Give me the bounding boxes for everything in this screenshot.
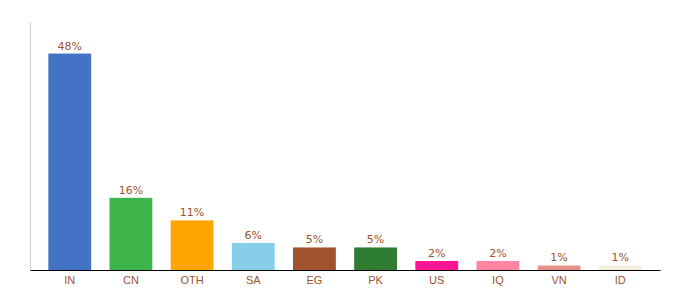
x-tick: IQ	[492, 274, 504, 286]
bar	[293, 247, 336, 270]
data-label: 6%	[245, 229, 262, 242]
x-tick-label: PK	[368, 274, 383, 286]
x-tick-label: IN	[64, 274, 75, 286]
x-tick-label: SA	[246, 274, 261, 286]
bars	[48, 54, 641, 270]
plot: IN CN OTH SA EG PK US IQ VN ID 48% 16% 11% 6% 5% 5% 2% 2%…	[31, 23, 661, 286]
x-axis-line	[31, 270, 661, 271]
data-label: 5%	[306, 233, 323, 246]
data-label: 2%	[428, 247, 445, 260]
data-label: 2%	[489, 247, 506, 260]
x-tick: VN	[551, 274, 566, 286]
bar	[171, 220, 214, 270]
x-tick-label: ID	[615, 274, 626, 286]
data-label: 16%	[119, 184, 143, 197]
x-tick-label: US	[429, 274, 444, 286]
data-label: 11%	[180, 206, 204, 219]
x-tick: PK	[368, 274, 383, 286]
data-label: 1%	[550, 251, 567, 264]
x-tick: OTH	[180, 274, 203, 286]
data-labels: 48% 16% 11% 6% 5% 5% 2% 2% 1% 1%	[58, 40, 629, 265]
x-tick-label: IQ	[492, 274, 504, 286]
x-tick: CN	[123, 274, 139, 286]
data-label: 1%	[612, 251, 629, 264]
data-label: 48%	[58, 40, 82, 53]
x-axis: IN CN OTH SA EG PK US IQ VN ID	[31, 271, 661, 286]
bar	[232, 243, 275, 270]
bar	[477, 261, 520, 270]
bar	[110, 198, 153, 270]
y-axis	[30, 23, 31, 271]
x-tick-label: CN	[123, 274, 139, 286]
bar	[48, 54, 91, 270]
data-label: 5%	[367, 233, 384, 246]
y-axis-line	[30, 23, 31, 271]
bar	[599, 265, 642, 270]
x-tick: EG	[306, 274, 322, 286]
x-tick: ID	[615, 274, 626, 286]
bar	[415, 261, 458, 270]
bar	[538, 265, 581, 270]
x-tick: US	[429, 274, 444, 286]
x-tick: IN	[64, 274, 75, 286]
x-tick-label: VN	[551, 274, 566, 286]
bar	[354, 247, 397, 270]
chart: IN CN OTH SA EG PK US IQ VN ID 48% 16% 11% 6% 5% 5% 2% 2%…	[0, 0, 680, 300]
x-tick-label: EG	[306, 274, 322, 286]
x-tick-label: OTH	[180, 274, 203, 286]
x-tick: SA	[246, 274, 261, 286]
